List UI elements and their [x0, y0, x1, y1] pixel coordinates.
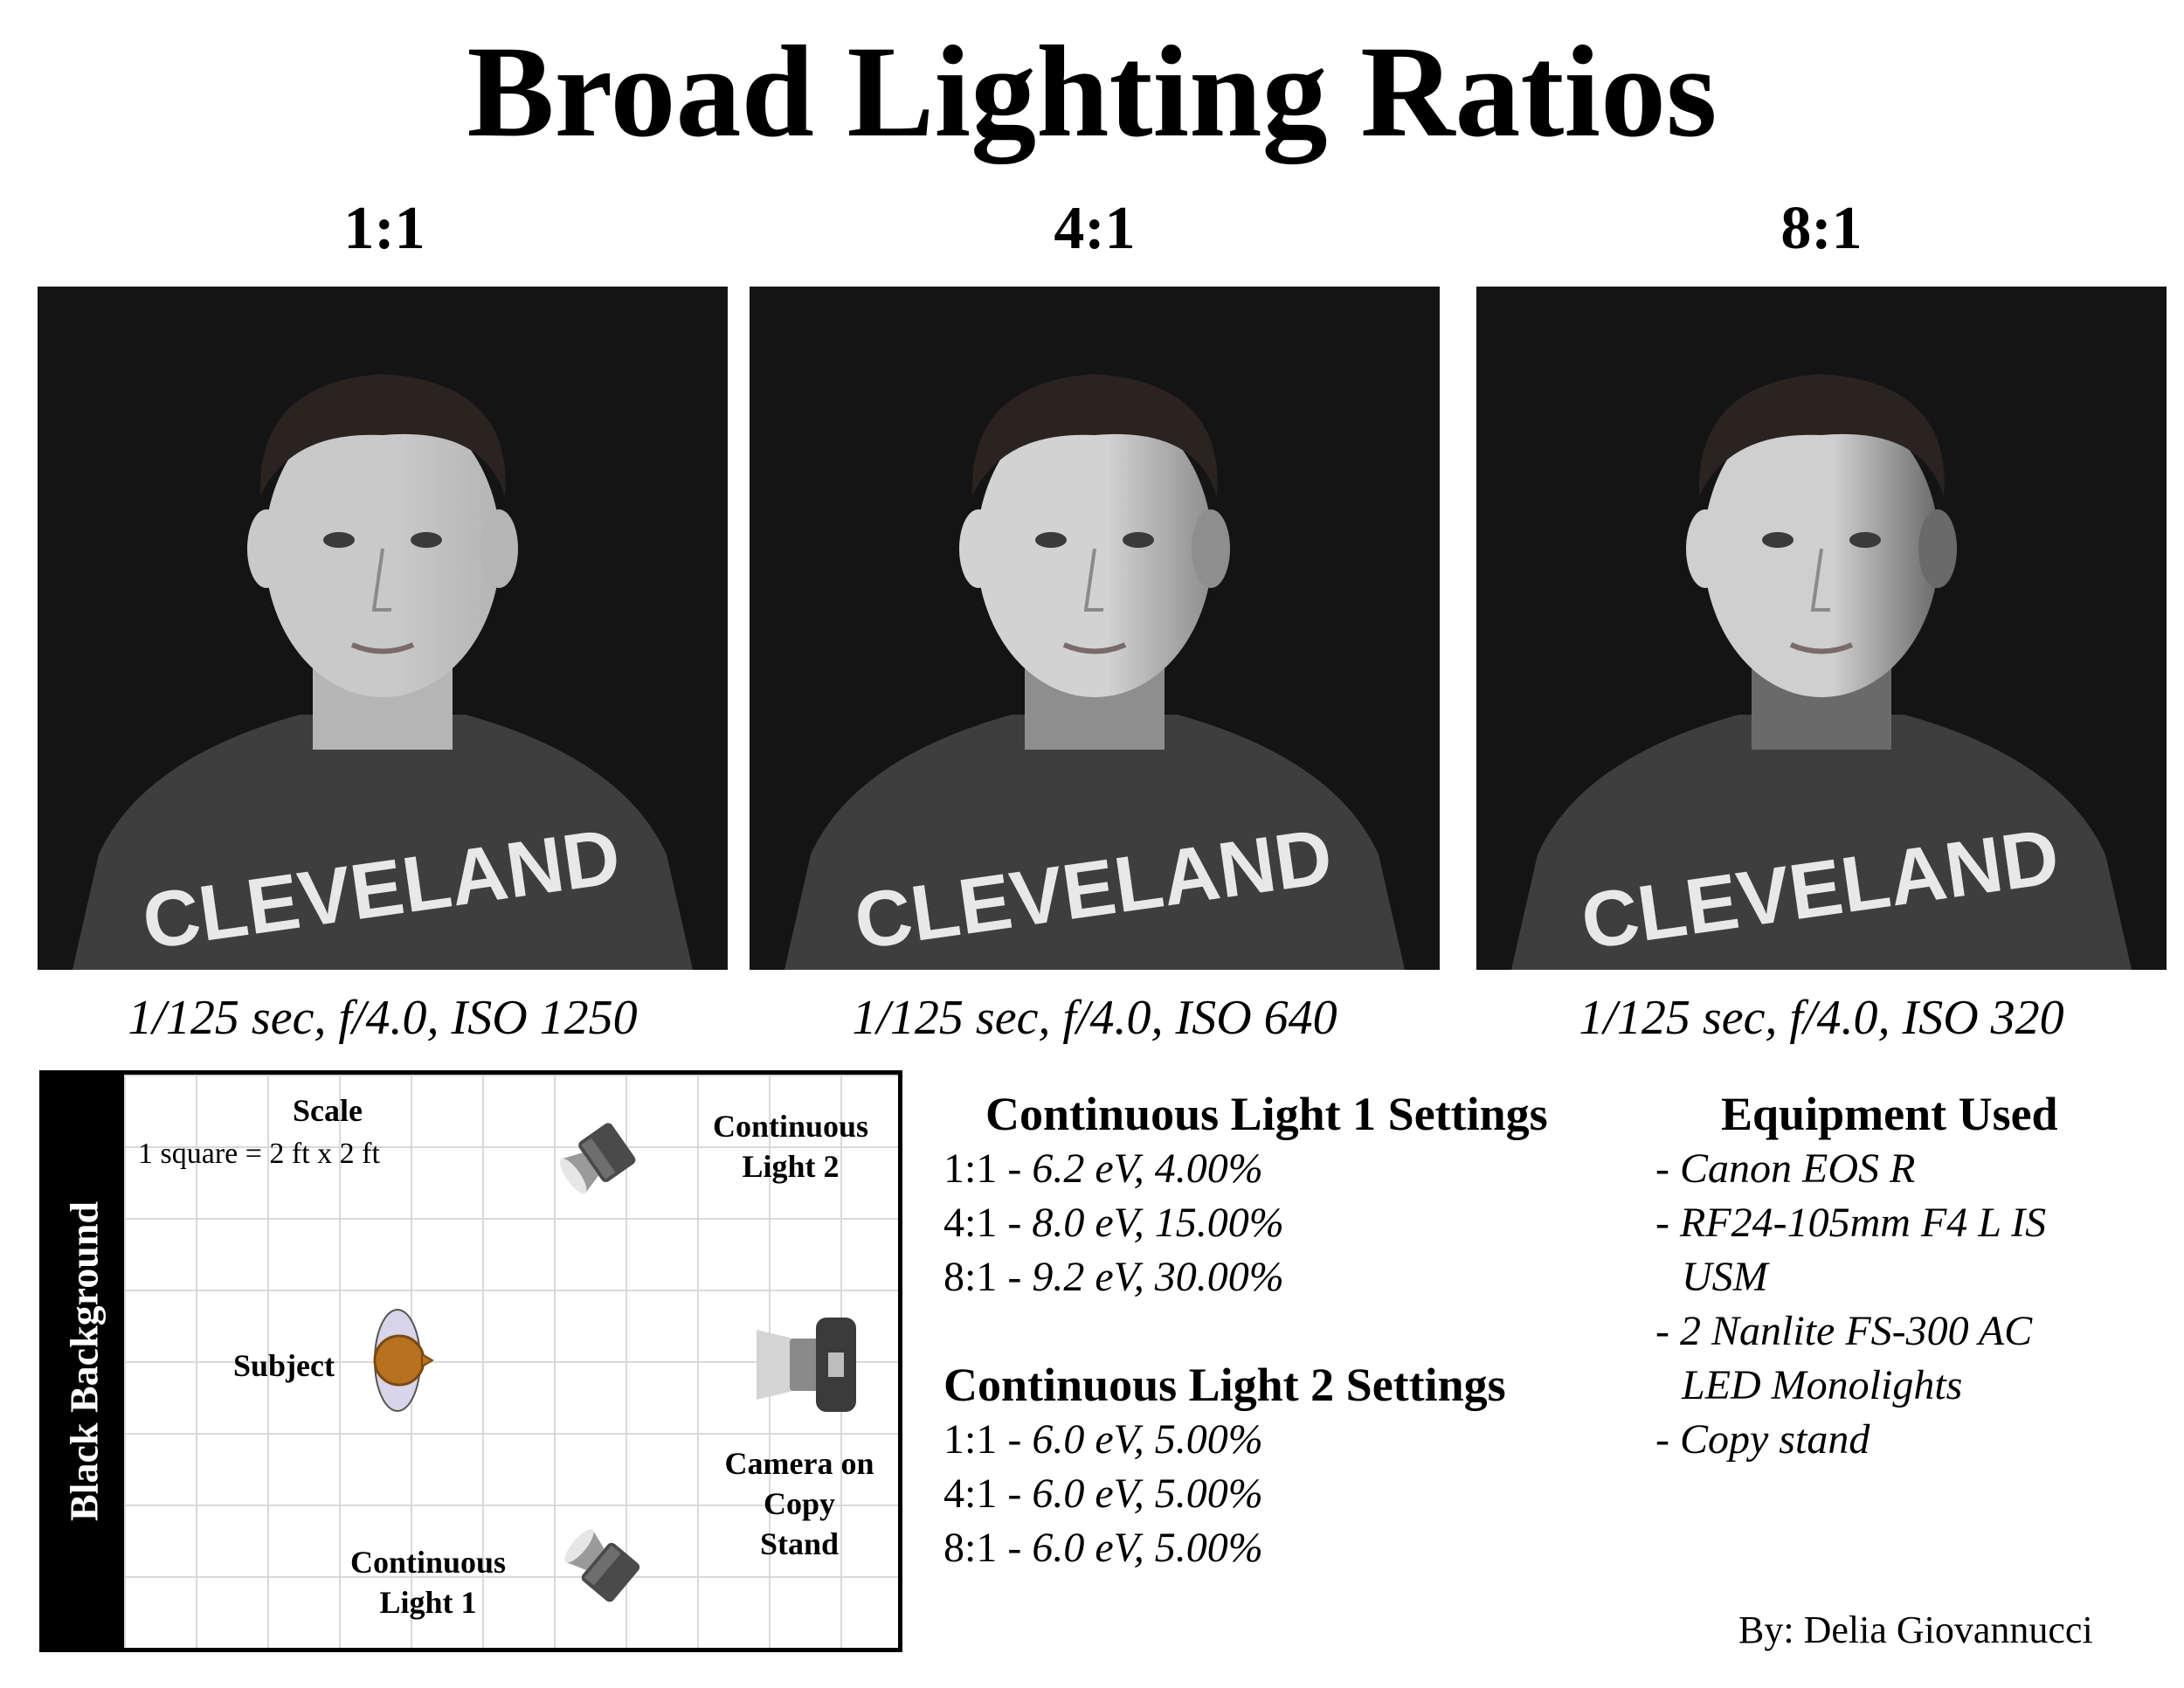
- row-ratio: 4:1 -: [943, 1200, 1022, 1246]
- equipment-heading: Equipment Used: [1721, 1088, 2058, 1140]
- equipment-item: - RF24-105mm F4 L IS: [1655, 1200, 2047, 1246]
- row-value: 9.2 eV, 30.00%: [1032, 1254, 1284, 1300]
- light-2-label: Continuous Light 2: [712, 1109, 869, 1184]
- spotlight-icon-light-2: [560, 1123, 636, 1194]
- row-value: 6.0 eV, 5.00%: [1032, 1416, 1263, 1463]
- black-background-label: Black Background: [61, 1201, 107, 1521]
- exposure-caption-3: 1/125 sec, f/4.0, ISO 320: [1579, 991, 2064, 1045]
- light-1-row-2: 4:1 - 8.0 eV, 15.00%: [943, 1197, 1284, 1249]
- subject-icon: [373, 1309, 434, 1412]
- row-ratio: 1:1 -: [943, 1416, 1022, 1463]
- portrait-photo-1: CLEVELAND: [38, 287, 728, 970]
- light-1-label: Continuous Light 1: [349, 1545, 507, 1620]
- black-background-bar: Black Background: [44, 1075, 124, 1648]
- subject-label: Subject: [233, 1348, 335, 1383]
- equipment-item: - Canon EOS R: [1655, 1145, 1916, 1192]
- camera-label: Camera on Copy Stand: [724, 1446, 874, 1561]
- light-1-settings-heading: Continuous Light 1 Settings: [985, 1088, 1548, 1140]
- equipment-item: USM: [1682, 1254, 1768, 1300]
- ratio-label-3: 8:1: [1780, 195, 1863, 262]
- light-2-row-2: 4:1 - 6.0 eV, 5.00%: [943, 1468, 1263, 1520]
- lighting-diagram: Black Background Scale 1 square = 2 ft x…: [39, 1070, 902, 1652]
- ratio-label-2: 4:1: [1054, 195, 1136, 262]
- row-value: 8.0 eV, 15.00%: [1032, 1200, 1284, 1246]
- camera-icon: [757, 1318, 856, 1412]
- spotlight-icon-light-1: [564, 1529, 640, 1602]
- author-byline: By: Delia Giovannucci: [1738, 1608, 2093, 1651]
- light-1-row-1: 1:1 - 6.2 eV, 4.00%: [943, 1143, 1263, 1195]
- equipment-item: - 2 Nanlite FS-300 AC: [1655, 1308, 2033, 1354]
- row-ratio: 8:1 -: [943, 1254, 1022, 1300]
- exposure-caption-1: 1/125 sec, f/4.0, ISO 1250: [128, 991, 638, 1045]
- equipment-item: LED Monolights: [1682, 1362, 1963, 1408]
- scale-text: 1 square = 2 ft x 2 ft: [138, 1138, 380, 1170]
- row-value: 6.0 eV, 5.00%: [1032, 1525, 1263, 1571]
- row-value: 6.2 eV, 4.00%: [1032, 1145, 1263, 1192]
- light-2-row-1: 1:1 - 6.0 eV, 5.00%: [943, 1414, 1263, 1466]
- ratio-label-1: 1:1: [343, 195, 425, 262]
- light-1-row-3: 8:1 - 9.2 eV, 30.00%: [943, 1251, 1284, 1304]
- row-ratio: 4:1 -: [943, 1470, 1022, 1517]
- portrait-photo-2: CLEVELAND: [750, 287, 1440, 970]
- light-2-row-3: 8:1 - 6.0 eV, 5.00%: [943, 1522, 1263, 1574]
- scale-title: Scale: [293, 1093, 363, 1128]
- portrait-photo-3: CLEVELAND: [1476, 287, 2167, 970]
- row-ratio: 8:1 -: [943, 1525, 1022, 1571]
- row-ratio: 1:1 -: [943, 1145, 1022, 1192]
- row-value: 6.0 eV, 5.00%: [1032, 1470, 1263, 1517]
- page-title: Broad Lighting Ratios: [467, 19, 1717, 164]
- equipment-item: - Copy stand: [1655, 1416, 1870, 1463]
- exposure-caption-2: 1/125 sec, f/4.0, ISO 640: [852, 991, 1337, 1045]
- light-2-settings-heading: Continuous Light 2 Settings: [943, 1359, 1506, 1411]
